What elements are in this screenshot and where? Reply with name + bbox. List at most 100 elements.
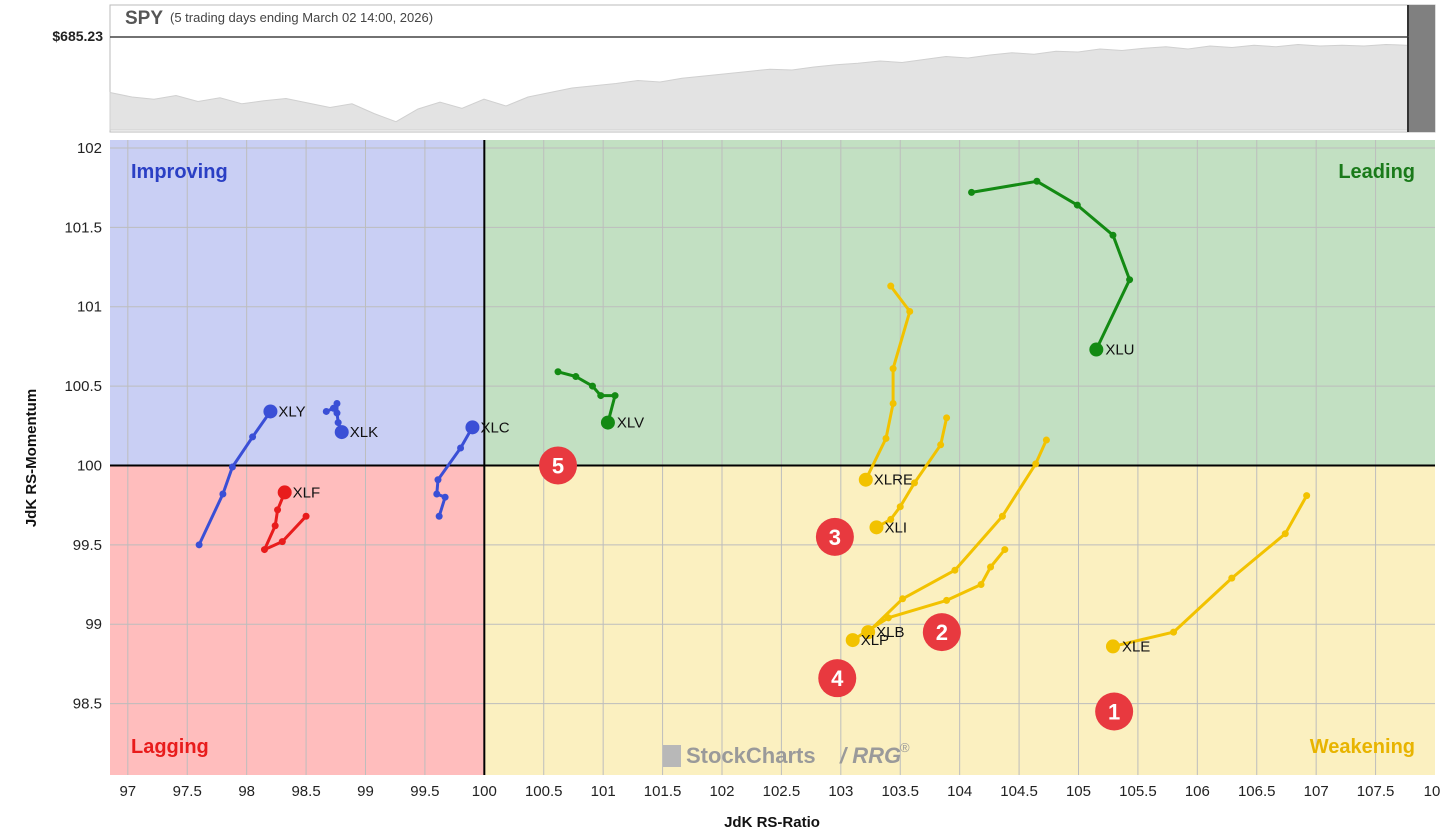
quadrant-lagging (110, 465, 485, 775)
tail-point (322, 407, 330, 415)
head-marker[interactable] (1105, 639, 1120, 654)
series-xlb[interactable]: XLB (861, 436, 1050, 642)
series-xlu[interactable]: XLU (968, 177, 1135, 359)
tail-point (987, 563, 995, 571)
tail-point (896, 503, 904, 511)
symbol-label-xlc: XLC (480, 419, 509, 436)
symbol-label: SPY (125, 8, 163, 29)
tail-point (334, 419, 342, 427)
badge-circle (1095, 692, 1134, 731)
x-tick-label: 99.5 (410, 783, 439, 800)
badge-number: 1 (1108, 700, 1120, 725)
x-tick-label: 105 (1066, 783, 1091, 800)
y-tick-label: 100 (77, 457, 102, 474)
price-label: $685.23 (52, 28, 103, 44)
x-tick-label: 105.5 (1119, 783, 1157, 800)
y-axis-label: JdK RS-Momentum (23, 389, 40, 527)
symbol-label-xlb: XLB (876, 624, 904, 641)
series-xly[interactable]: XLY (195, 403, 306, 549)
tail-point (457, 444, 465, 452)
quadrant-label-improving: Improving (131, 161, 228, 183)
x-tick-label: 100.5 (525, 783, 563, 800)
tail-line (864, 284, 912, 482)
tail-point (1073, 201, 1081, 209)
tail-point (249, 433, 257, 441)
x-tick-label: 104 (947, 783, 972, 800)
series-xle[interactable]: XLE (1105, 492, 1311, 655)
price-area (109, 43, 1409, 131)
x-tick-label: 102 (709, 783, 734, 800)
range-slider-handle[interactable] (1408, 5, 1435, 132)
head-marker[interactable] (277, 485, 292, 500)
y-tick-label: 98.5 (73, 696, 102, 713)
y-tick-label: 99 (85, 616, 102, 633)
tail-point (1281, 530, 1289, 538)
tail-point (951, 566, 959, 574)
head-marker[interactable] (334, 425, 349, 440)
tail-point (1126, 276, 1134, 284)
annotation-badge: 1 (1095, 692, 1134, 731)
head-marker[interactable] (858, 472, 873, 487)
x-tick-label: 100 (472, 783, 497, 800)
tail-point (597, 392, 605, 400)
y-axis-ticks: 98.5 99 99.5 100 100.5 101 101.5 102 (64, 140, 102, 713)
series-xlre[interactable]: XLRE (858, 282, 914, 489)
quadrant-label-lagging: Lagging (131, 736, 209, 758)
tail-line (851, 548, 1007, 642)
badge-circle (539, 446, 578, 485)
tail-point (274, 506, 282, 514)
series-xlc[interactable]: XLC (433, 419, 510, 520)
annotation-badge: 3 (815, 517, 854, 556)
symbol-label-xle: XLE (1122, 638, 1150, 655)
tail-point (884, 614, 892, 622)
series-xlv[interactable]: XLV (554, 368, 645, 432)
tail-point (588, 382, 596, 390)
y-tick-label: 101.5 (64, 219, 102, 236)
series-xlp[interactable]: XLP (845, 546, 1009, 649)
x-tick-label: 97 (119, 783, 136, 800)
watermark: StockCharts / RRG ® (663, 740, 910, 768)
badge-circle (922, 613, 961, 652)
symbol-label-xlk: XLK (350, 424, 378, 441)
quadrant-label-leading: Leading (1338, 161, 1415, 183)
price-panel (109, 4, 1436, 133)
tail-point (278, 538, 286, 546)
tail-point (1170, 628, 1178, 636)
head-marker[interactable] (1089, 342, 1104, 357)
badge-circle (818, 659, 857, 698)
symbol-label-xlf: XLF (293, 484, 321, 501)
period-label: (5 trading days ending March 02 14:00, 2… (170, 10, 433, 25)
tail-point (977, 581, 985, 588)
tail-point (302, 512, 310, 520)
tail-point (434, 476, 442, 484)
x-tick-label: 103.5 (881, 783, 919, 800)
x-tick-label: 107 (1304, 783, 1329, 800)
symbol-label-xli: XLI (884, 519, 907, 536)
badge-circle (815, 517, 854, 556)
series-xlk[interactable]: XLK (322, 400, 378, 441)
tail-point (1001, 546, 1009, 554)
tail-point (260, 546, 268, 554)
x-axis-label: JdK RS-Ratio (724, 814, 820, 831)
head-marker[interactable] (465, 420, 480, 435)
annotation-badge: 5 (539, 446, 578, 485)
y-tick-label: 100.5 (64, 378, 102, 395)
tail-point (271, 522, 279, 530)
x-tick-label: 106.5 (1238, 783, 1276, 800)
tail-point (1032, 460, 1040, 468)
series-xli[interactable]: XLI (869, 414, 951, 536)
tail-point (968, 188, 976, 196)
head-marker[interactable] (869, 520, 884, 535)
badge-number: 4 (831, 666, 844, 691)
y-tick-label: 101 (77, 299, 102, 316)
tail-point (1228, 574, 1236, 582)
head-marker[interactable] (600, 415, 615, 430)
head-marker[interactable] (845, 633, 860, 648)
quadrant-improving (110, 140, 485, 466)
series-xlf[interactable]: XLF (260, 484, 321, 554)
head-marker[interactable] (263, 404, 278, 419)
symbol-label-xlre: XLRE (874, 472, 913, 489)
